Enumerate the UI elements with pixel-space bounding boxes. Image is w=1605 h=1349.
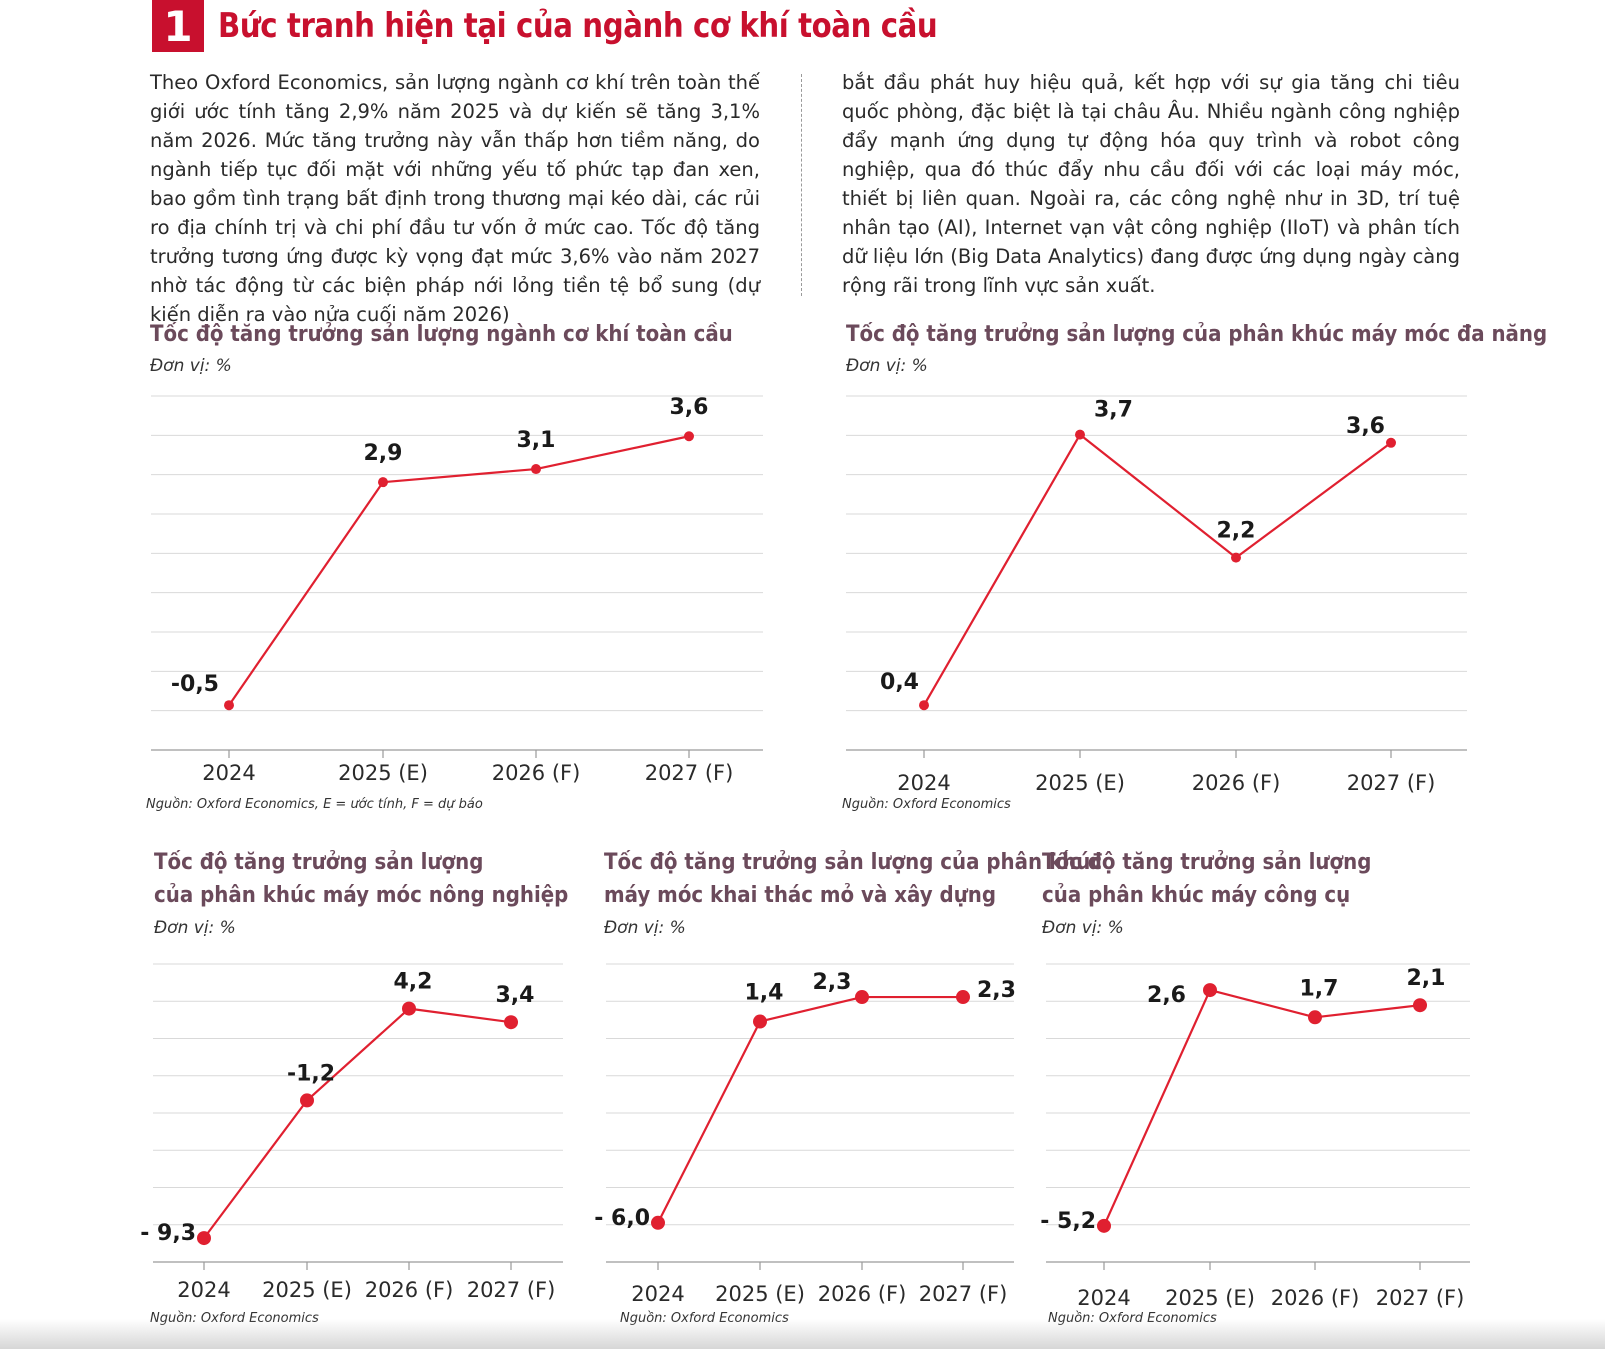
- data-label: 3,7: [1094, 398, 1133, 423]
- chart-2-source: Nguồn: Oxford Economics: [842, 797, 1011, 812]
- section-number-badge: 1: [152, 0, 204, 52]
- chart-4-title-line-2: máy móc khai thác mỏ và xây dựng: [604, 883, 997, 908]
- x-tick-label: 2024: [1077, 1286, 1130, 1310]
- data-label: 1,4: [745, 981, 784, 1006]
- data-point: [1075, 429, 1085, 440]
- intro-text-left: Theo Oxford Economics, sản lượng ngành c…: [150, 71, 760, 326]
- chart-1-title-line: Tốc độ tăng trưởng sản lượng ngành cơ kh…: [150, 322, 733, 347]
- chart-2-title-line: Tốc độ tăng trưởng sản lượng của phân kh…: [846, 322, 1548, 347]
- x-tick-label: 2024: [202, 761, 255, 785]
- data-label: 1,7: [1300, 976, 1339, 1001]
- data-point: [1386, 437, 1396, 448]
- data-label: 3,4: [496, 983, 535, 1008]
- data-label: 2,3: [813, 970, 852, 995]
- page-bottom-shadow: [0, 1319, 1605, 1349]
- chart-1-title: Tốc độ tăng trưởng sản lượng ngành cơ kh…: [150, 318, 733, 351]
- data-point: [919, 700, 929, 711]
- chart-2-title: Tốc độ tăng trưởng sản lượng của phân kh…: [846, 318, 1547, 351]
- x-tick-label: 2027 (F): [645, 761, 734, 785]
- x-tick-label: 2026 (F): [1192, 771, 1281, 795]
- x-tick-label: 2027 (F): [1347, 771, 1436, 795]
- data-point: [1231, 552, 1241, 563]
- chart-5-title-line-2: của phân khúc máy công cụ: [1042, 883, 1351, 908]
- x-tick-label: 2026 (F): [818, 1282, 907, 1306]
- data-point: [504, 1015, 518, 1030]
- data-label: 2,2: [1217, 519, 1256, 544]
- data-point: [855, 990, 869, 1005]
- chart-1-unit: Đơn vị: %: [150, 356, 232, 376]
- chart-3-title: Tốc độ tăng trưởng sản lượng của phân kh…: [154, 846, 568, 912]
- chart-4-unit: Đơn vị: %: [604, 918, 686, 938]
- data-label: 3,1: [517, 428, 556, 453]
- data-point: [684, 431, 694, 442]
- x-tick-label: 2027 (F): [467, 1278, 556, 1302]
- series-line: [923, 433, 1392, 706]
- data-point: [1413, 998, 1427, 1013]
- data-label: 0,4: [880, 670, 919, 695]
- x-tick-label: 2025 (E): [262, 1278, 352, 1302]
- x-tick-label: 2027 (F): [1376, 1286, 1465, 1310]
- data-point: [1097, 1218, 1111, 1233]
- chart-3-title-line-2: của phân khúc máy móc nông nghiệp: [154, 883, 569, 908]
- data-point: [378, 477, 388, 488]
- data-point: [402, 1001, 416, 1016]
- data-label: 2,6: [1147, 983, 1186, 1008]
- intro-text-right: bắt đầu phát huy hiệu quả, kết hợp với s…: [842, 71, 1460, 297]
- x-tick-label: 2024: [631, 1282, 684, 1306]
- data-point: [197, 1231, 211, 1246]
- series-line: [657, 995, 963, 1224]
- chart-2-unit: Đơn vị: %: [846, 356, 928, 376]
- x-tick-label: 2026 (F): [365, 1278, 454, 1302]
- column-divider: [801, 74, 802, 296]
- data-point: [224, 700, 234, 711]
- chart-3-unit: Đơn vị: %: [154, 918, 236, 938]
- data-label: -0,5: [171, 672, 219, 697]
- x-tick-label: 2026 (F): [492, 761, 581, 785]
- data-label: - 6,0: [594, 1206, 650, 1231]
- data-label: 2,9: [364, 441, 403, 466]
- data-point: [300, 1093, 314, 1108]
- x-tick-label: 2026 (F): [1271, 1286, 1360, 1310]
- data-label: -1,2: [287, 1061, 335, 1086]
- chart-4-title-line-1: Tốc độ tăng trưởng sản lượng của phân kh…: [604, 850, 1103, 875]
- data-label: - 5,2: [1040, 1209, 1096, 1234]
- chart-1-source: Nguồn: Oxford Economics, E = ước tính, F…: [146, 797, 483, 812]
- data-label: - 9,3: [140, 1221, 196, 1246]
- data-point: [753, 1014, 767, 1029]
- chart-3-title-line-1: Tốc độ tăng trưởng sản lượng: [154, 850, 484, 875]
- data-label: 4,2: [394, 970, 433, 995]
- series-line: [203, 1007, 512, 1239]
- x-tick-label: 2024: [177, 1278, 230, 1302]
- x-tick-label: 2025 (E): [1165, 1286, 1255, 1310]
- chart-4-title: Tốc độ tăng trưởng sản lượng của phân kh…: [604, 846, 1102, 912]
- series-line: [228, 435, 690, 706]
- data-point: [531, 464, 541, 475]
- chart-5-title-line-1: Tốc độ tăng trưởng sản lượng: [1042, 850, 1372, 875]
- chart-5-unit: Đơn vị: %: [1042, 918, 1124, 938]
- x-tick-label: 2025 (E): [1035, 771, 1125, 795]
- series-line: [1102, 988, 1421, 1227]
- section-title: Bức tranh hiện tại của ngành cơ khí toàn…: [218, 6, 938, 46]
- data-label: 3,6: [670, 395, 709, 420]
- x-tick-label: 2025 (E): [715, 1282, 805, 1306]
- data-point: [1203, 983, 1217, 998]
- data-label: 2,3: [977, 978, 1016, 1003]
- chart-5-title: Tốc độ tăng trưởng sản lượng của phân kh…: [1042, 846, 1371, 912]
- data-point: [651, 1215, 665, 1230]
- data-point: [956, 990, 970, 1005]
- x-tick-label: 2025 (E): [338, 761, 428, 785]
- x-tick-label: 2027 (F): [919, 1282, 1008, 1306]
- x-tick-label: 2024: [897, 771, 950, 795]
- data-point: [1308, 1010, 1322, 1025]
- data-label: 2,1: [1407, 966, 1446, 991]
- data-label: 3,6: [1346, 414, 1385, 439]
